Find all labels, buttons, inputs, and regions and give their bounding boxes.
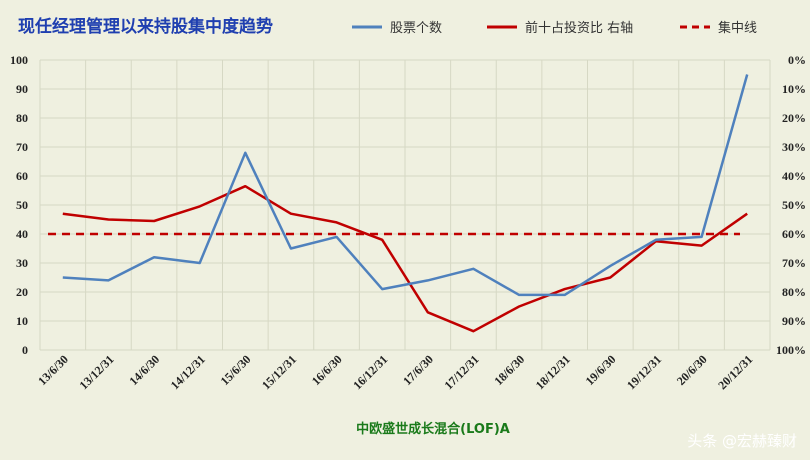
left-axis-tick-label: 90 — [16, 82, 28, 96]
legend-label-2: 集中线 — [718, 20, 757, 36]
right-axis-tick-label: 70% — [782, 256, 806, 270]
x-axis: 13/6/30 13/12/31 14/6/30 14/12/31 15/6/30 15/… — [35, 352, 755, 392]
right-axis-tick-label: 50% — [782, 198, 806, 212]
left-axis-tick-label: 10 — [16, 314, 28, 328]
left-axis-tick-label: 0 — [22, 343, 28, 357]
x-axis-tick-label: 15/6/30 — [218, 352, 254, 388]
x-axis-tick-label: 13/6/30 — [35, 352, 71, 388]
right-axis-tick-label: 40% — [782, 169, 806, 183]
right-axis-tick-label: 0% — [788, 53, 806, 67]
x-axis-tick-label: 13/12/31 — [76, 352, 116, 392]
left-axis-tick-label: 30 — [16, 256, 28, 270]
right-axis-tick-label: 20% — [782, 111, 806, 125]
x-axis-tick-label: 14/6/30 — [126, 352, 162, 388]
series-line-0 — [62, 74, 749, 297]
left-axis-tick-label: 80 — [16, 111, 28, 125]
left-axis-tick-label: 70 — [16, 140, 28, 154]
left-axis-tick-label: 60 — [16, 169, 28, 183]
x-axis-tick-label: 16/12/31 — [350, 352, 390, 392]
right-axis-tick-label: 60% — [782, 227, 806, 241]
grid — [39, 59, 771, 351]
chart-subtitle: 中欧盛世成长混合(LOF)A — [356, 421, 510, 437]
x-axis-tick-label: 20/6/30 — [674, 352, 710, 388]
left-axis-tick-label: 50 — [16, 198, 28, 212]
chart-title: 现任经理管理以来持股集中度趋势 — [18, 16, 273, 37]
left-axis-tick-label: 40 — [16, 227, 28, 241]
legend: 股票个数 前十占投资比 右轴 集中线 — [352, 20, 757, 36]
right-axis-tick-label: 100% — [776, 343, 806, 357]
x-axis-tick-label: 15/12/31 — [259, 352, 299, 392]
x-axis-tick-label: 19/6/30 — [583, 352, 619, 388]
series-lines — [48, 74, 749, 333]
x-axis-tick-label: 19/12/31 — [624, 352, 664, 392]
legend-label-1: 前十占投资比 右轴 — [525, 20, 633, 36]
left-axis: 0 10 20 30 40 50 60 70 80 90 100 — [10, 53, 28, 357]
series-line-1 — [62, 184, 748, 333]
left-axis-tick-label: 20 — [16, 285, 28, 299]
x-axis-tick-label: 18/12/31 — [533, 352, 573, 392]
x-axis-tick-label: 14/12/31 — [168, 352, 208, 392]
x-axis-tick-label: 16/6/30 — [309, 352, 345, 388]
x-axis-tick-label: 18/6/30 — [491, 352, 527, 388]
right-axis-tick-label: 10% — [782, 82, 806, 96]
x-axis-tick-label: 17/12/31 — [441, 352, 481, 392]
legend-label-0: 股票个数 — [390, 21, 442, 36]
right-axis: 0% 10% 20% 30% 40% 50% 60% 70% 80% 90% 100% — [776, 53, 806, 357]
watermark-text: 头条 @宏赫臻财 — [687, 432, 797, 450]
right-axis-tick-label: 90% — [782, 314, 806, 328]
x-axis-tick-label: 17/6/30 — [400, 352, 436, 388]
right-axis-tick-label: 80% — [782, 285, 806, 299]
left-axis-tick-label: 100 — [10, 53, 28, 67]
right-axis-tick-label: 30% — [782, 140, 806, 154]
x-axis-tick-label: 20/12/31 — [715, 352, 755, 392]
